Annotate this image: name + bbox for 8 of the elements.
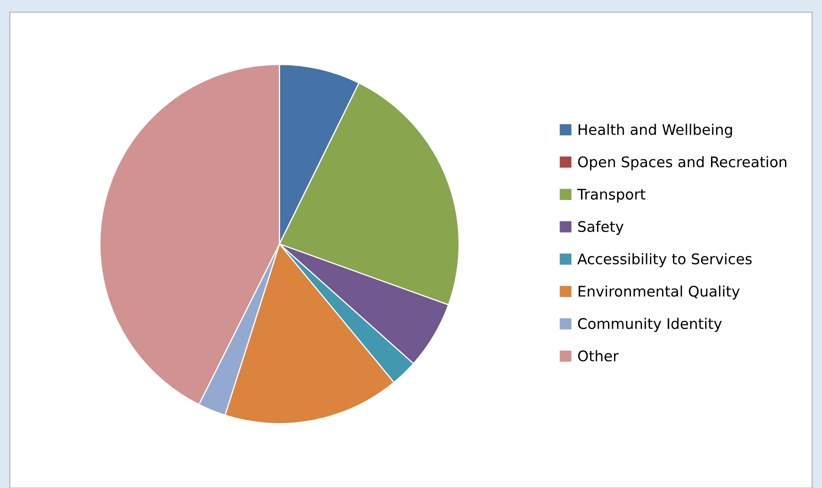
legend-label: Accessibility to Services [577, 253, 752, 268]
legend-label: Transport [577, 188, 646, 203]
legend-label: Community Identity [578, 318, 722, 332]
legend-label: Environmental Quality [578, 285, 740, 300]
legend-label: Open Spaces and Recreation [578, 156, 786, 170]
legend-label: Health and Wellbeing [578, 124, 732, 138]
legend-label: Other [578, 350, 619, 362]
legend-label: Safety [578, 220, 624, 235]
